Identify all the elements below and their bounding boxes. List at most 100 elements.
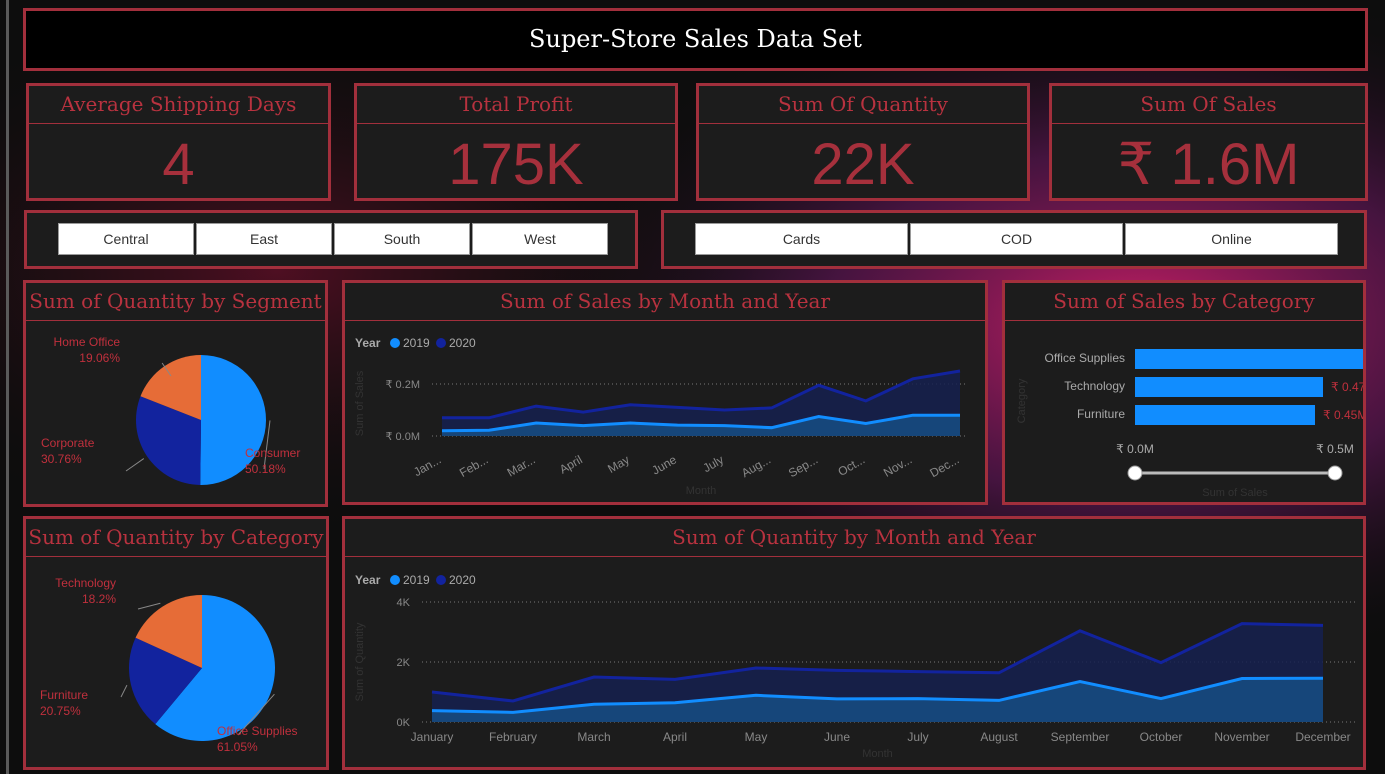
bar-category-label: Office Supplies xyxy=(1045,351,1126,365)
x-tick-label: January xyxy=(411,730,454,744)
pie-leader-line xyxy=(237,693,275,736)
chart-quantity-by-month[interactable]: Sum of Quantity by Month and Year Year 20… xyxy=(342,516,1366,770)
x-tick-label: June xyxy=(649,452,679,477)
pie-slice-consumer xyxy=(200,355,266,485)
pie-pct-label: 50.18% xyxy=(245,462,286,476)
legend-dot-2020 xyxy=(436,338,446,348)
x-axis-title: Sum of Sales xyxy=(1202,487,1268,499)
slicer-region-west[interactable]: West xyxy=(472,223,608,255)
legend-title: Year xyxy=(355,573,381,587)
slicer-region-central[interactable]: Central xyxy=(58,223,194,255)
x-tick-label: July xyxy=(701,452,726,475)
x-tick-label: Jan... xyxy=(411,452,443,479)
kpi-card-total-profit[interactable]: Total Profit 175K xyxy=(354,83,678,201)
slicer-region-south[interactable]: South xyxy=(334,223,470,255)
chart-title: Sum of Sales by Category xyxy=(1005,283,1363,321)
chart-title: Sum of Sales by Month and Year xyxy=(345,283,985,321)
chart-title: Sum of Quantity by Segment xyxy=(26,283,325,321)
region-slicer: Central East South West xyxy=(24,210,638,269)
pie-slice-technology xyxy=(135,595,202,668)
chart-sales-by-month[interactable]: Sum of Sales by Month and Year Year 2019 2… xyxy=(342,280,988,505)
y-axis-title: Category xyxy=(1016,378,1028,423)
pie-label: Corporate xyxy=(41,436,95,450)
legend-label-2020: 2020 xyxy=(449,336,476,350)
x-tick-label: Mar... xyxy=(505,452,538,479)
x-tick-label: Nov... xyxy=(881,452,914,479)
kpi-card-sum-quantity[interactable]: Sum Of Quantity 22K xyxy=(696,83,1030,201)
x-tick-label: Dec... xyxy=(927,452,961,480)
series-line-2020 xyxy=(431,622,1324,703)
bar-chart-category: Office Supplies₹ 0.64MTechnology₹ 0.47MF… xyxy=(1016,349,1363,499)
bar-data-label: ₹ 0.47M xyxy=(1331,380,1363,394)
slicer-payment-cod[interactable]: COD xyxy=(910,223,1123,255)
bar-office-supplies xyxy=(1135,349,1363,369)
chart-title: Sum of Quantity by Category xyxy=(26,519,326,557)
kpi-value: ₹ 1.6M xyxy=(1117,132,1300,197)
pie-pct-label: 61.05% xyxy=(217,740,258,754)
bar-technology xyxy=(1135,377,1323,397)
x-tick-label: Aug... xyxy=(739,452,773,480)
slicer-region-east[interactable]: East xyxy=(196,223,332,255)
slicer-payment-cards[interactable]: Cards xyxy=(695,223,908,255)
y-tick-label: 2K xyxy=(397,657,411,669)
legend-label-2020: 2020 xyxy=(449,573,476,587)
x-tick-label: May xyxy=(605,452,632,475)
x-axis-title: Month xyxy=(862,748,893,760)
pie-label: Technology xyxy=(55,576,116,590)
pie-pct-label: 30.76% xyxy=(41,452,82,466)
pie-chart-category: Office Supplies 61.05% Furniture 20.75% Tech… xyxy=(40,576,298,754)
range-slider-handle-min[interactable] xyxy=(1127,465,1143,481)
x-tick-label: June xyxy=(824,730,850,744)
left-frame xyxy=(6,0,9,774)
kpi-value: 175K xyxy=(448,132,584,197)
x-tick-label: December xyxy=(1295,730,1350,744)
x-tick-label: July xyxy=(907,730,928,744)
kpi-label: Average Shipping Days xyxy=(29,86,328,124)
kpi-label: Total Profit xyxy=(357,86,675,124)
payment-slicer: Cards COD Online xyxy=(661,210,1367,269)
pie-label: Home Office xyxy=(54,335,121,349)
chart-quantity-by-segment[interactable]: Sum of Quantity by Segment Consumer 50.18… xyxy=(23,280,328,507)
chart-quantity-by-category[interactable]: Sum of Quantity by Category Office Suppl… xyxy=(23,516,329,770)
x-tick-label: March xyxy=(577,730,610,744)
series-line-2019 xyxy=(441,413,960,433)
pie-slice-home-office xyxy=(140,355,201,420)
x-tick-label: September xyxy=(1051,730,1110,744)
area-chart-sales: Year 2019 2020 ₹ 0.0M ₹ 0.2M Jan... Feb... Mar.… xyxy=(354,336,967,497)
bar-category-label: Furniture xyxy=(1077,407,1125,421)
chart-sales-by-category[interactable]: Sum of Sales by Category Office Supplies… xyxy=(1002,280,1366,505)
x-tick-label: Sep... xyxy=(786,452,820,480)
pie-label: Consumer xyxy=(245,446,300,460)
slicer-payment-online[interactable]: Online xyxy=(1125,223,1338,255)
y-tick-label: 0K xyxy=(397,717,411,729)
y-tick-label: ₹ 0.2M xyxy=(385,379,420,391)
y-axis-title: Sum of Quantity xyxy=(354,622,366,701)
kpi-value: 4 xyxy=(162,132,195,197)
x-tick-label: ₹ 0.0M xyxy=(1116,442,1154,456)
kpi-card-sum-sales[interactable]: Sum Of Sales ₹ 1.6M xyxy=(1049,83,1368,201)
kpi-card-shipping-days[interactable]: Average Shipping Days 4 xyxy=(26,83,331,201)
pie-slice-office-supplies xyxy=(155,595,275,741)
range-slider-handle-max[interactable] xyxy=(1327,465,1343,481)
x-axis-title: Month xyxy=(686,485,717,497)
bar-data-label: ₹ 0.45M xyxy=(1323,408,1363,422)
pie-chart-segment: Consumer 50.18% Corporate 30.76% Home Office… xyxy=(41,335,300,485)
pie-leader-line xyxy=(120,684,128,698)
page-title: Super-Store Sales Data Set xyxy=(23,8,1368,71)
pie-slice-corporate xyxy=(136,396,201,485)
pie-label: Office Supplies xyxy=(217,724,298,738)
pie-label: Furniture xyxy=(40,688,88,702)
legend-title: Year xyxy=(355,336,381,350)
pie-leader-line xyxy=(125,458,145,472)
pie-pct-label: 19.06% xyxy=(79,351,120,365)
legend-label-2019: 2019 xyxy=(403,573,430,587)
pie-leader-line xyxy=(137,602,161,610)
bar-furniture xyxy=(1135,405,1315,425)
legend-dot-2019 xyxy=(390,575,400,585)
y-tick-label: ₹ 0.0M xyxy=(385,431,420,443)
pie-leader-line xyxy=(263,420,271,470)
x-tick-label: November xyxy=(1214,730,1269,744)
bar-category-label: Technology xyxy=(1064,379,1125,393)
x-tick-label: April xyxy=(557,452,585,476)
y-tick-label: 4K xyxy=(397,597,411,609)
